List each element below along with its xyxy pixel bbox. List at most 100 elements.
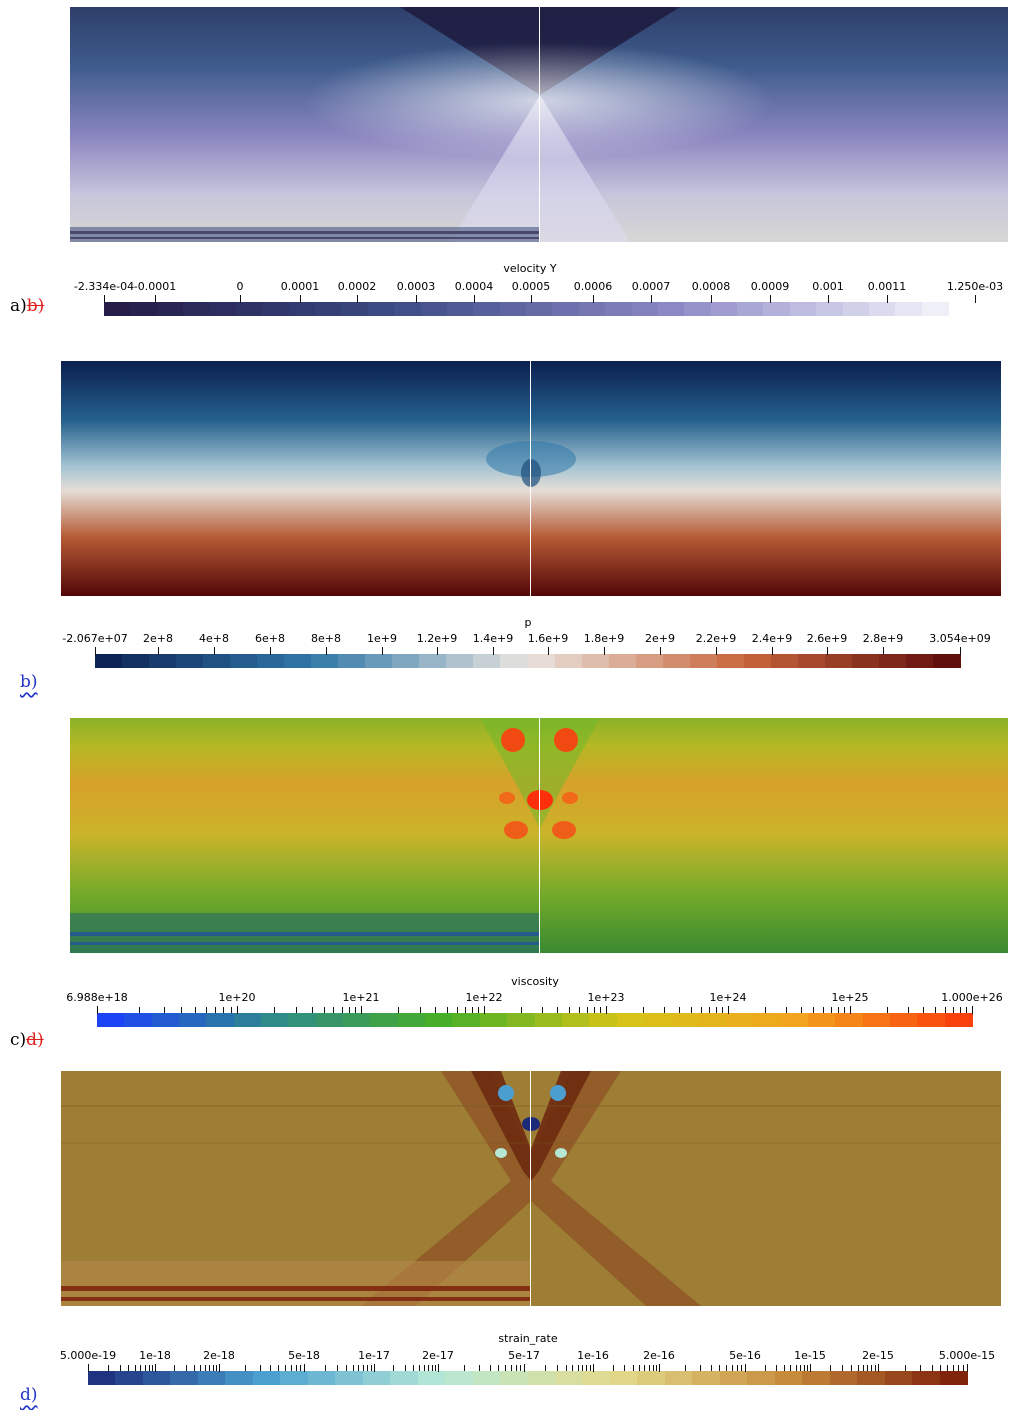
colorbar-minor-tick [431, 1365, 433, 1371]
colorbar-tick [770, 295, 771, 303]
colorbar-minor-tick [799, 1365, 801, 1371]
colorbar-minor-tick [479, 1365, 481, 1371]
colorbar-tick-label: 1e-16 [577, 1349, 609, 1362]
colorbar-minor-tick [886, 1007, 888, 1013]
colorbar-tick-label: 1.4e+9 [472, 632, 514, 645]
panel-label-text: c) [10, 1030, 27, 1050]
colorbar-tick [219, 1364, 220, 1372]
colorbar-minor-tick [842, 1365, 844, 1371]
colorbar-segment [124, 1013, 153, 1027]
colorbar-minor-tick [270, 1365, 272, 1371]
colorbar-segment [716, 654, 745, 668]
colorbar-segment [392, 654, 421, 668]
colorbar-minor-tick [565, 1365, 567, 1371]
colorbar-segment [419, 654, 448, 668]
colorbar-segment [664, 1371, 693, 1385]
colorbar-tick [660, 647, 661, 655]
colorbar-segment [156, 302, 184, 316]
colorbar-tick-label: 2e+8 [143, 632, 173, 645]
colorbar-segment [905, 654, 934, 668]
colorbar-segment [868, 302, 896, 316]
colorbar-segment [130, 302, 158, 316]
colorbar-minor-tick [151, 1365, 153, 1371]
colorbar-segment [616, 1013, 645, 1027]
colorbar-minor-tick [569, 1007, 571, 1013]
colorbar-minor-tick [128, 1365, 130, 1371]
colorbar-minor-tick [822, 1007, 824, 1013]
colorbar-minor-tick [700, 1007, 702, 1013]
colorbar-tick-label: 3.054e+09 [929, 632, 991, 645]
colorbar-segment [142, 1371, 171, 1385]
colorbar-tick-label: 1.2e+9 [416, 632, 458, 645]
colorbar-tick [593, 295, 594, 303]
colorbar-tick [960, 647, 961, 655]
colorbar-minor-tick [862, 1365, 864, 1371]
colorbar-segment [370, 1013, 399, 1027]
colorbar-tick-label: 5.000e-15 [938, 1349, 996, 1362]
colorbar-minor-tick [398, 1007, 400, 1013]
colorbar-segment [97, 1013, 125, 1027]
colorbar-segment [335, 1371, 364, 1385]
colorbar-tick-label: 0.0001 [280, 280, 320, 293]
colorbar-minor-tick [478, 1007, 480, 1013]
colorbar-minor-tick [716, 1007, 718, 1013]
colorbar-minor-tick [850, 1365, 852, 1371]
colorbar-segment [912, 1371, 941, 1385]
colorbar-segment [315, 1013, 344, 1027]
colorbar-minor-tick [764, 1365, 766, 1371]
colorbar-minor-tick [557, 1007, 559, 1013]
colorbar-tick-label: 0.0009 [750, 280, 790, 293]
colorbar-minor-tick [456, 1007, 458, 1013]
colorbar-segment [261, 1013, 290, 1027]
colorbar-segment [789, 302, 817, 316]
colorbar-tick [728, 1006, 729, 1014]
colorbar-segment [445, 1371, 474, 1385]
colorbar-segment [479, 1013, 508, 1027]
colorbar-minor-tick [556, 1365, 558, 1371]
panel-label-d: d) [20, 1385, 38, 1405]
colorbar-minor-tick [731, 1365, 733, 1371]
colorbar-segment [921, 302, 949, 316]
colorbar-segment [394, 302, 422, 316]
colorbar-tick [270, 647, 271, 655]
colorbar-tick [878, 1364, 879, 1372]
colorbar-segment [341, 302, 369, 316]
colorbar-segment [780, 1013, 809, 1027]
colorbar-minor-tick [418, 1365, 420, 1371]
colorbar-segment [183, 302, 211, 316]
colorbar-segment [179, 1013, 208, 1027]
colorbar-minor-tick [278, 1365, 280, 1371]
colorbar-segment [609, 1371, 638, 1385]
colorbar-segment [176, 654, 205, 668]
colorbar-tick-label: 6e+8 [255, 632, 285, 645]
colorbar-segment [635, 654, 664, 668]
colorbar-minor-tick [209, 1365, 211, 1371]
colorbar-segment [851, 654, 880, 668]
colorbar-segment [944, 1013, 973, 1027]
colorbar-segment [149, 654, 178, 668]
colorbar-tick [745, 1364, 746, 1372]
colorbar-minor-tick [700, 1365, 702, 1371]
colorbar-segment [862, 1013, 891, 1027]
colorbar-segment [499, 302, 527, 316]
colorbar-minor-tick [871, 1365, 873, 1371]
colorbar-tick [975, 295, 976, 303]
colorbar-minor-tick [244, 1365, 246, 1371]
colorbar-segment [284, 654, 313, 668]
colorbar-tick [155, 295, 156, 303]
colorbar-segment [842, 302, 870, 316]
colorbar-minor-tick [446, 1007, 448, 1013]
colorbar-segment [307, 1371, 336, 1385]
colorbar-segment [589, 1013, 618, 1027]
colorbar-minor-tick [577, 1365, 579, 1371]
colorbar-tick [972, 1006, 973, 1014]
colorbar-tick-label: 1e+21 [342, 991, 380, 1004]
panel-label-a: a)b) [10, 296, 44, 316]
colorbar-segment [643, 1013, 672, 1027]
colorbar-minor-tick [367, 1365, 369, 1371]
colorbar-minor-tick [215, 1007, 217, 1013]
colorbar-tick-label: -2.067e+07 [62, 632, 128, 645]
colorbar-minor-tick [801, 1007, 803, 1013]
colorbar-segment [747, 1371, 776, 1385]
colorbar-minor-tick [108, 1365, 110, 1371]
